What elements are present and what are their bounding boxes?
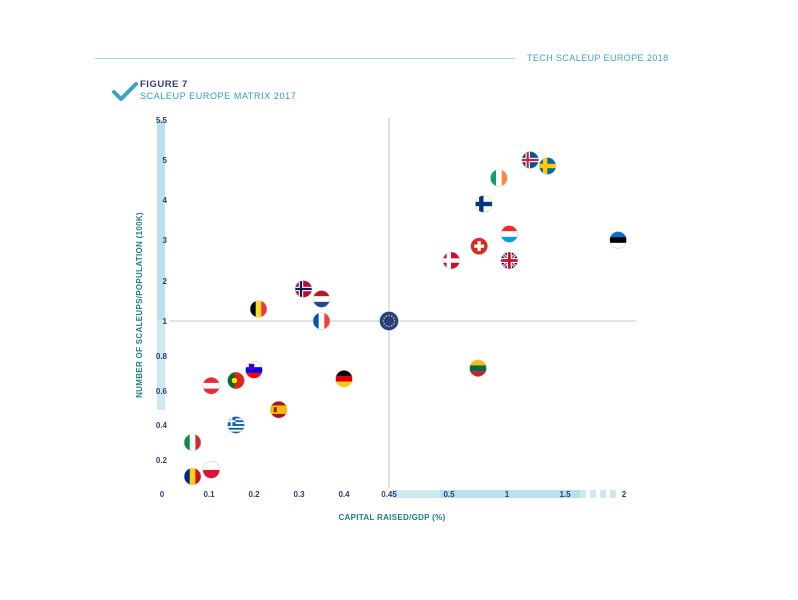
flag-outline [500, 225, 519, 243]
y-tick-label: 4 [163, 196, 168, 205]
flag-outline [379, 311, 399, 331]
flag-outline [442, 251, 461, 270]
greece-flag-icon: Greece [227, 416, 245, 434]
flag-outline [183, 433, 202, 452]
figure-label: FIGURE 7 [140, 79, 188, 90]
y-tick-label: 5 [163, 156, 168, 165]
italy-flag-icon: Italy [184, 434, 202, 451]
x-axis-band-dash [580, 490, 586, 498]
flag-outline [249, 300, 268, 318]
flag-outline [202, 461, 221, 479]
data-points: IcelandSweden Ireland Finland Luxembourg Est… [183, 151, 627, 486]
flag-outline [469, 359, 487, 378]
flag-outline [312, 290, 331, 308]
header-rule [95, 58, 515, 59]
flag-outline [294, 280, 313, 298]
y-axis-title: NUMBER OF SCALEUPS/POPULATION (100K) [135, 212, 144, 398]
iceland-flag-icon: Iceland [521, 151, 539, 169]
united-kingdom-flag-icon: United Kingdom [500, 252, 518, 269]
y-tick-label: 5.5 [156, 116, 168, 125]
y-tick-label: 3 [163, 236, 168, 245]
x-tick-label: 0.3 [293, 490, 305, 499]
denmark-flag-icon: Denmark [442, 252, 460, 269]
flag-outline [470, 237, 488, 255]
flag-outline [609, 231, 627, 249]
flag-outline [269, 400, 288, 419]
flag-outline [538, 157, 557, 175]
y-tick-label: 0.6 [156, 387, 168, 396]
x-tick-label: 1.5 [559, 490, 571, 499]
y-tick-label: 0.2 [156, 456, 168, 465]
luxembourg-flag-icon: Luxembourg [500, 225, 518, 243]
poland-flag-icon: Poland [202, 461, 220, 479]
ireland-flag-icon: Ireland [490, 169, 508, 187]
flag-outline [490, 169, 508, 187]
slovenia-flag-icon: Slovenia [245, 361, 263, 379]
flag-outline [500, 251, 519, 270]
x-axis-band-dash [600, 490, 606, 498]
x-tick-label: 0.1 [203, 490, 215, 499]
x-tick-label: 0.4 [338, 490, 350, 499]
figure-title: SCALEUP EUROPE MATRIX 2017 [140, 91, 297, 101]
eu-flag-icon: European Union [379, 311, 399, 331]
flag-outline [335, 369, 353, 388]
x-tick-label: 2 [622, 490, 627, 499]
x-axis-band-dash [590, 490, 596, 498]
x-axis-band-upper [440, 490, 580, 498]
x-tick-label: 1 [505, 490, 510, 499]
report-title: TECH SCALEUP EUROPE 2018 [527, 53, 669, 63]
finland-flag-icon: Finland [475, 195, 493, 213]
y-tick-label: 0.8 [156, 352, 168, 361]
axes: 0 0.1 0.2 0.3 0.4 0.45 0.5 1 1.5 2 0.2 0.4 0.6 0.8 1 2 3… [135, 116, 636, 522]
flag-outline [202, 376, 221, 395]
spain-flag-icon: Spain [270, 401, 288, 419]
portugal-flag-icon: Portugal [227, 372, 245, 389]
romania-flag-icon: Romania [184, 468, 202, 485]
y-tick-label: 0.4 [156, 421, 168, 430]
netherlands-flag-icon: Netherlands [313, 290, 330, 308]
sweden-flag-icon: Sweden [539, 157, 557, 175]
flag-outline [245, 361, 263, 379]
y-tick-label: 2 [163, 277, 168, 286]
switzerland-flag-icon: Switzerland [470, 237, 488, 255]
y-tick-label: 1 [163, 317, 168, 326]
x-tick-label: 0.45 [381, 490, 397, 499]
flag-outline [227, 416, 245, 434]
x-axis-band-dash [610, 490, 616, 498]
x-tick-label: 0.2 [248, 490, 260, 499]
germany-flag-icon: Germany [335, 370, 353, 388]
austria-flag-icon: Austria [202, 377, 220, 395]
france-flag-icon: France [313, 312, 330, 330]
lithuania-flag-icon: Lithuania [469, 359, 487, 377]
x-axis-title: CAPITAL RAISED/GDP (%) [338, 513, 445, 522]
x-tick-label: 0.5 [443, 490, 455, 499]
belgium-flag-icon: Belgium [250, 300, 267, 318]
flag-outline [474, 195, 493, 213]
flag-outline [183, 467, 202, 486]
flag-outline [227, 371, 245, 390]
estonia-flag-icon: Estonia [609, 231, 627, 249]
flag-outline [521, 151, 540, 169]
checkmark-icon [112, 82, 138, 101]
norway-flag-icon: Norway [295, 280, 312, 298]
y-axis-band-upper [157, 120, 165, 320]
flag-outline [312, 312, 331, 330]
x-tick-label: 0 [160, 490, 165, 499]
